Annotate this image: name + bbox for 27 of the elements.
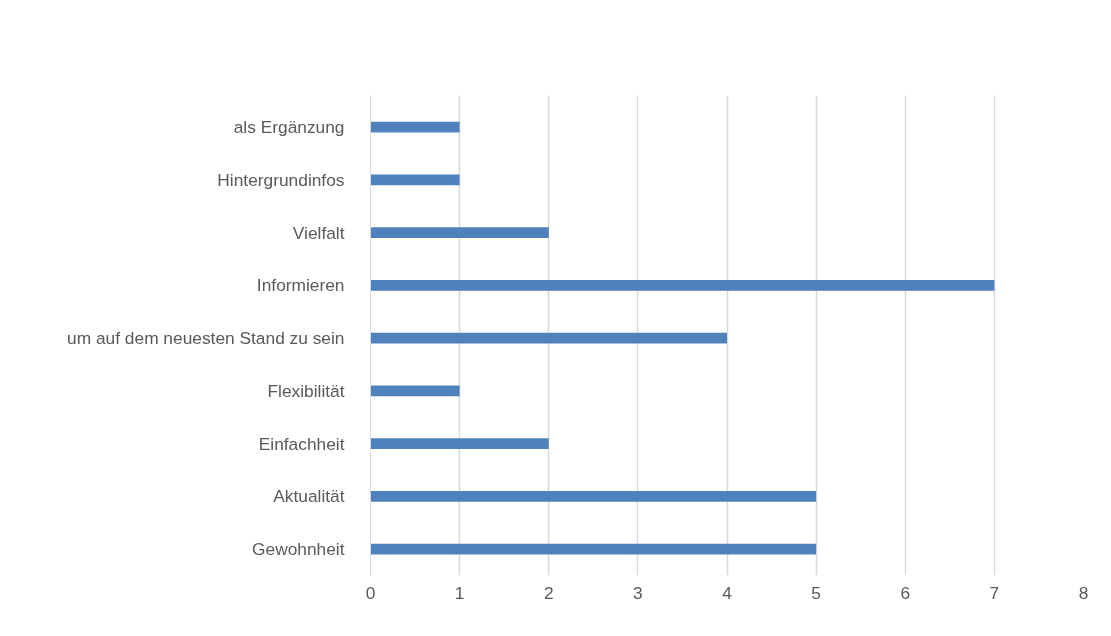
y-tick-label: Einfachheit xyxy=(258,433,345,454)
x-tick-label: 0 xyxy=(365,582,376,603)
y-tick-label: Flexibilität xyxy=(267,380,345,401)
bar xyxy=(370,332,727,344)
x-tick-label: 6 xyxy=(900,582,911,603)
bar xyxy=(370,227,549,238)
bar xyxy=(370,543,817,555)
y-tick-label: um auf dem neuesten Stand zu sein xyxy=(67,328,345,349)
bar xyxy=(370,174,460,186)
x-tick-label: 1 xyxy=(454,582,465,603)
y-tick-label: Gewohnheit xyxy=(252,539,345,560)
y-tick-label: Aktualität xyxy=(273,486,345,507)
y-tick-label: Informieren xyxy=(256,275,345,296)
x-tick-label: 3 xyxy=(633,582,643,603)
bar xyxy=(370,438,549,449)
bar xyxy=(370,491,817,502)
bar xyxy=(370,385,460,397)
y-tick-label: Hintergrundinfos xyxy=(217,169,345,190)
y-tick-label: als Ergänzung xyxy=(233,117,345,138)
x-tick-label: 8 xyxy=(1078,582,1089,603)
bar xyxy=(370,121,460,133)
x-tick-label: 7 xyxy=(989,582,1000,603)
x-tick-label: 2 xyxy=(543,582,554,603)
bar xyxy=(370,280,995,291)
x-tick-label: 5 xyxy=(811,582,821,603)
x-tick-label: 4 xyxy=(722,582,733,603)
y-tick-label: Vielfalt xyxy=(292,222,345,243)
